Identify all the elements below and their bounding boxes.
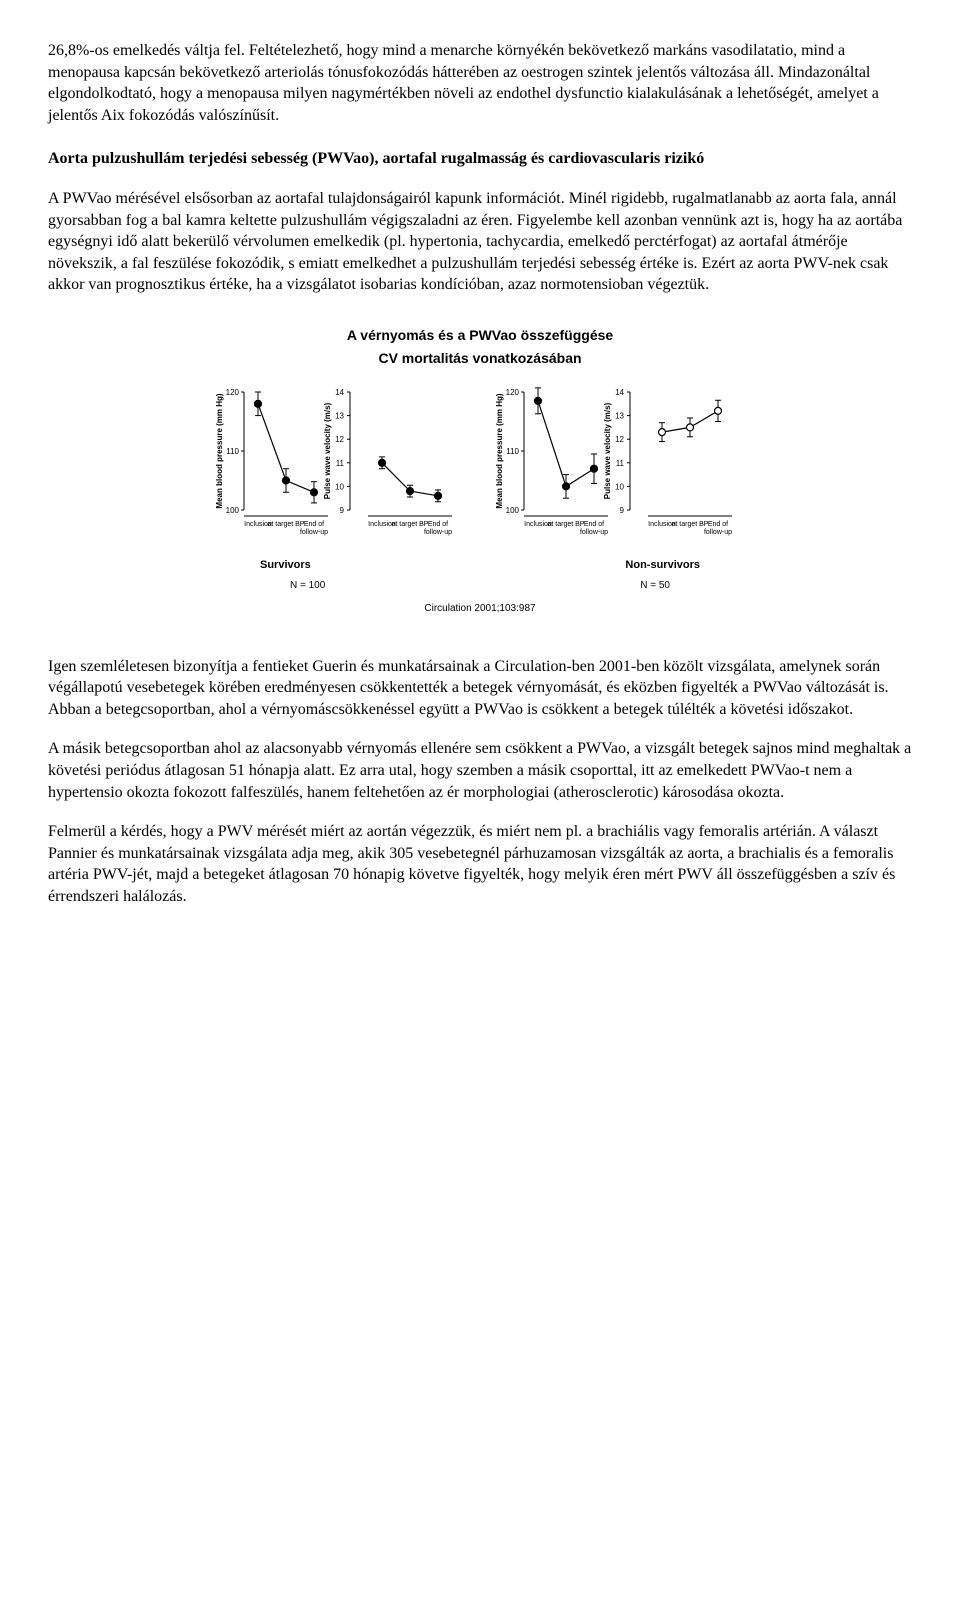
svg-text:100: 100	[506, 506, 520, 515]
label-nonsurvivors: Non-survivors	[625, 558, 700, 573]
svg-text:11: 11	[616, 459, 625, 468]
paragraph-guerin: Igen szemléletesen bizonyítja a fentieke…	[48, 656, 912, 721]
paragraph-nonsurvivors: A másik betegcsoportban ahol az alacsony…	[48, 738, 912, 803]
n-survivors: N = 100	[290, 579, 325, 593]
svg-text:follow-up: follow-up	[704, 529, 732, 536]
label-survivors: Survivors	[260, 558, 311, 573]
svg-text:120: 120	[506, 388, 520, 397]
svg-text:9: 9	[620, 506, 625, 515]
chart-survivors: 100 110 120Mean blood pressure (mm Hg) 9 10 1…	[210, 382, 470, 552]
svg-text:10: 10	[615, 482, 624, 491]
svg-text:12: 12	[335, 435, 344, 444]
paragraph-pwvao-intro: A PWVao mérésével elsősorban az aortafal…	[48, 188, 912, 296]
svg-text:Pulse wave velocity (m/s): Pulse wave velocity (m/s)	[323, 402, 332, 499]
svg-text:10: 10	[335, 482, 344, 491]
section-heading: Aorta pulzushullám terjedési sebesség (P…	[48, 148, 912, 170]
svg-text:9: 9	[340, 506, 345, 515]
svg-text:follow-up: follow-up	[300, 529, 328, 536]
svg-text:Mean blood pressure (mm Hg): Mean blood pressure (mm Hg)	[215, 393, 224, 508]
svg-text:100: 100	[226, 506, 240, 515]
svg-text:at target BP: at target BP	[672, 521, 709, 528]
svg-text:120: 120	[226, 388, 240, 397]
svg-text:13: 13	[335, 411, 344, 420]
chart-nonsurvivors: 100 110 120Mean blood pressure (mm Hg) 9 10 1…	[490, 382, 750, 552]
svg-text:14: 14	[335, 388, 344, 397]
svg-text:11: 11	[336, 459, 345, 468]
svg-text:Pulse wave velocity (m/s): Pulse wave velocity (m/s)	[603, 402, 612, 499]
intro-paragraph: 26,8%-os emelkedés váltja fel. Feltétele…	[48, 40, 912, 126]
svg-text:End of: End of	[708, 521, 728, 528]
svg-text:End of: End of	[428, 521, 448, 528]
n-nonsurvivors: N = 50	[640, 579, 670, 593]
figure-title: A vérnyomás és a PWVao összefüggése	[200, 326, 760, 345]
svg-text:at target BP: at target BP	[268, 521, 305, 528]
svg-text:14: 14	[615, 388, 624, 397]
svg-text:follow-up: follow-up	[424, 529, 452, 536]
svg-text:at target BP: at target BP	[548, 521, 585, 528]
svg-text:at target BP: at target BP	[392, 521, 429, 528]
figure-citation: Circulation 2001;103:987	[200, 602, 760, 616]
svg-text:End of: End of	[304, 521, 324, 528]
svg-text:110: 110	[506, 447, 519, 456]
svg-text:follow-up: follow-up	[580, 529, 608, 536]
svg-text:110: 110	[226, 447, 239, 456]
figure-pwvao-bp: A vérnyomás és a PWVao összefüggése CV m…	[200, 326, 760, 616]
svg-text:12: 12	[615, 435, 624, 444]
svg-text:Mean blood pressure (mm Hg): Mean blood pressure (mm Hg)	[495, 393, 504, 508]
svg-text:13: 13	[615, 411, 624, 420]
figure-subtitle: CV mortalitás vonatkozásában	[200, 349, 760, 368]
svg-text:End of: End of	[584, 521, 604, 528]
paragraph-pannier: Felmerül a kérdés, hogy a PWV mérését mi…	[48, 821, 912, 907]
